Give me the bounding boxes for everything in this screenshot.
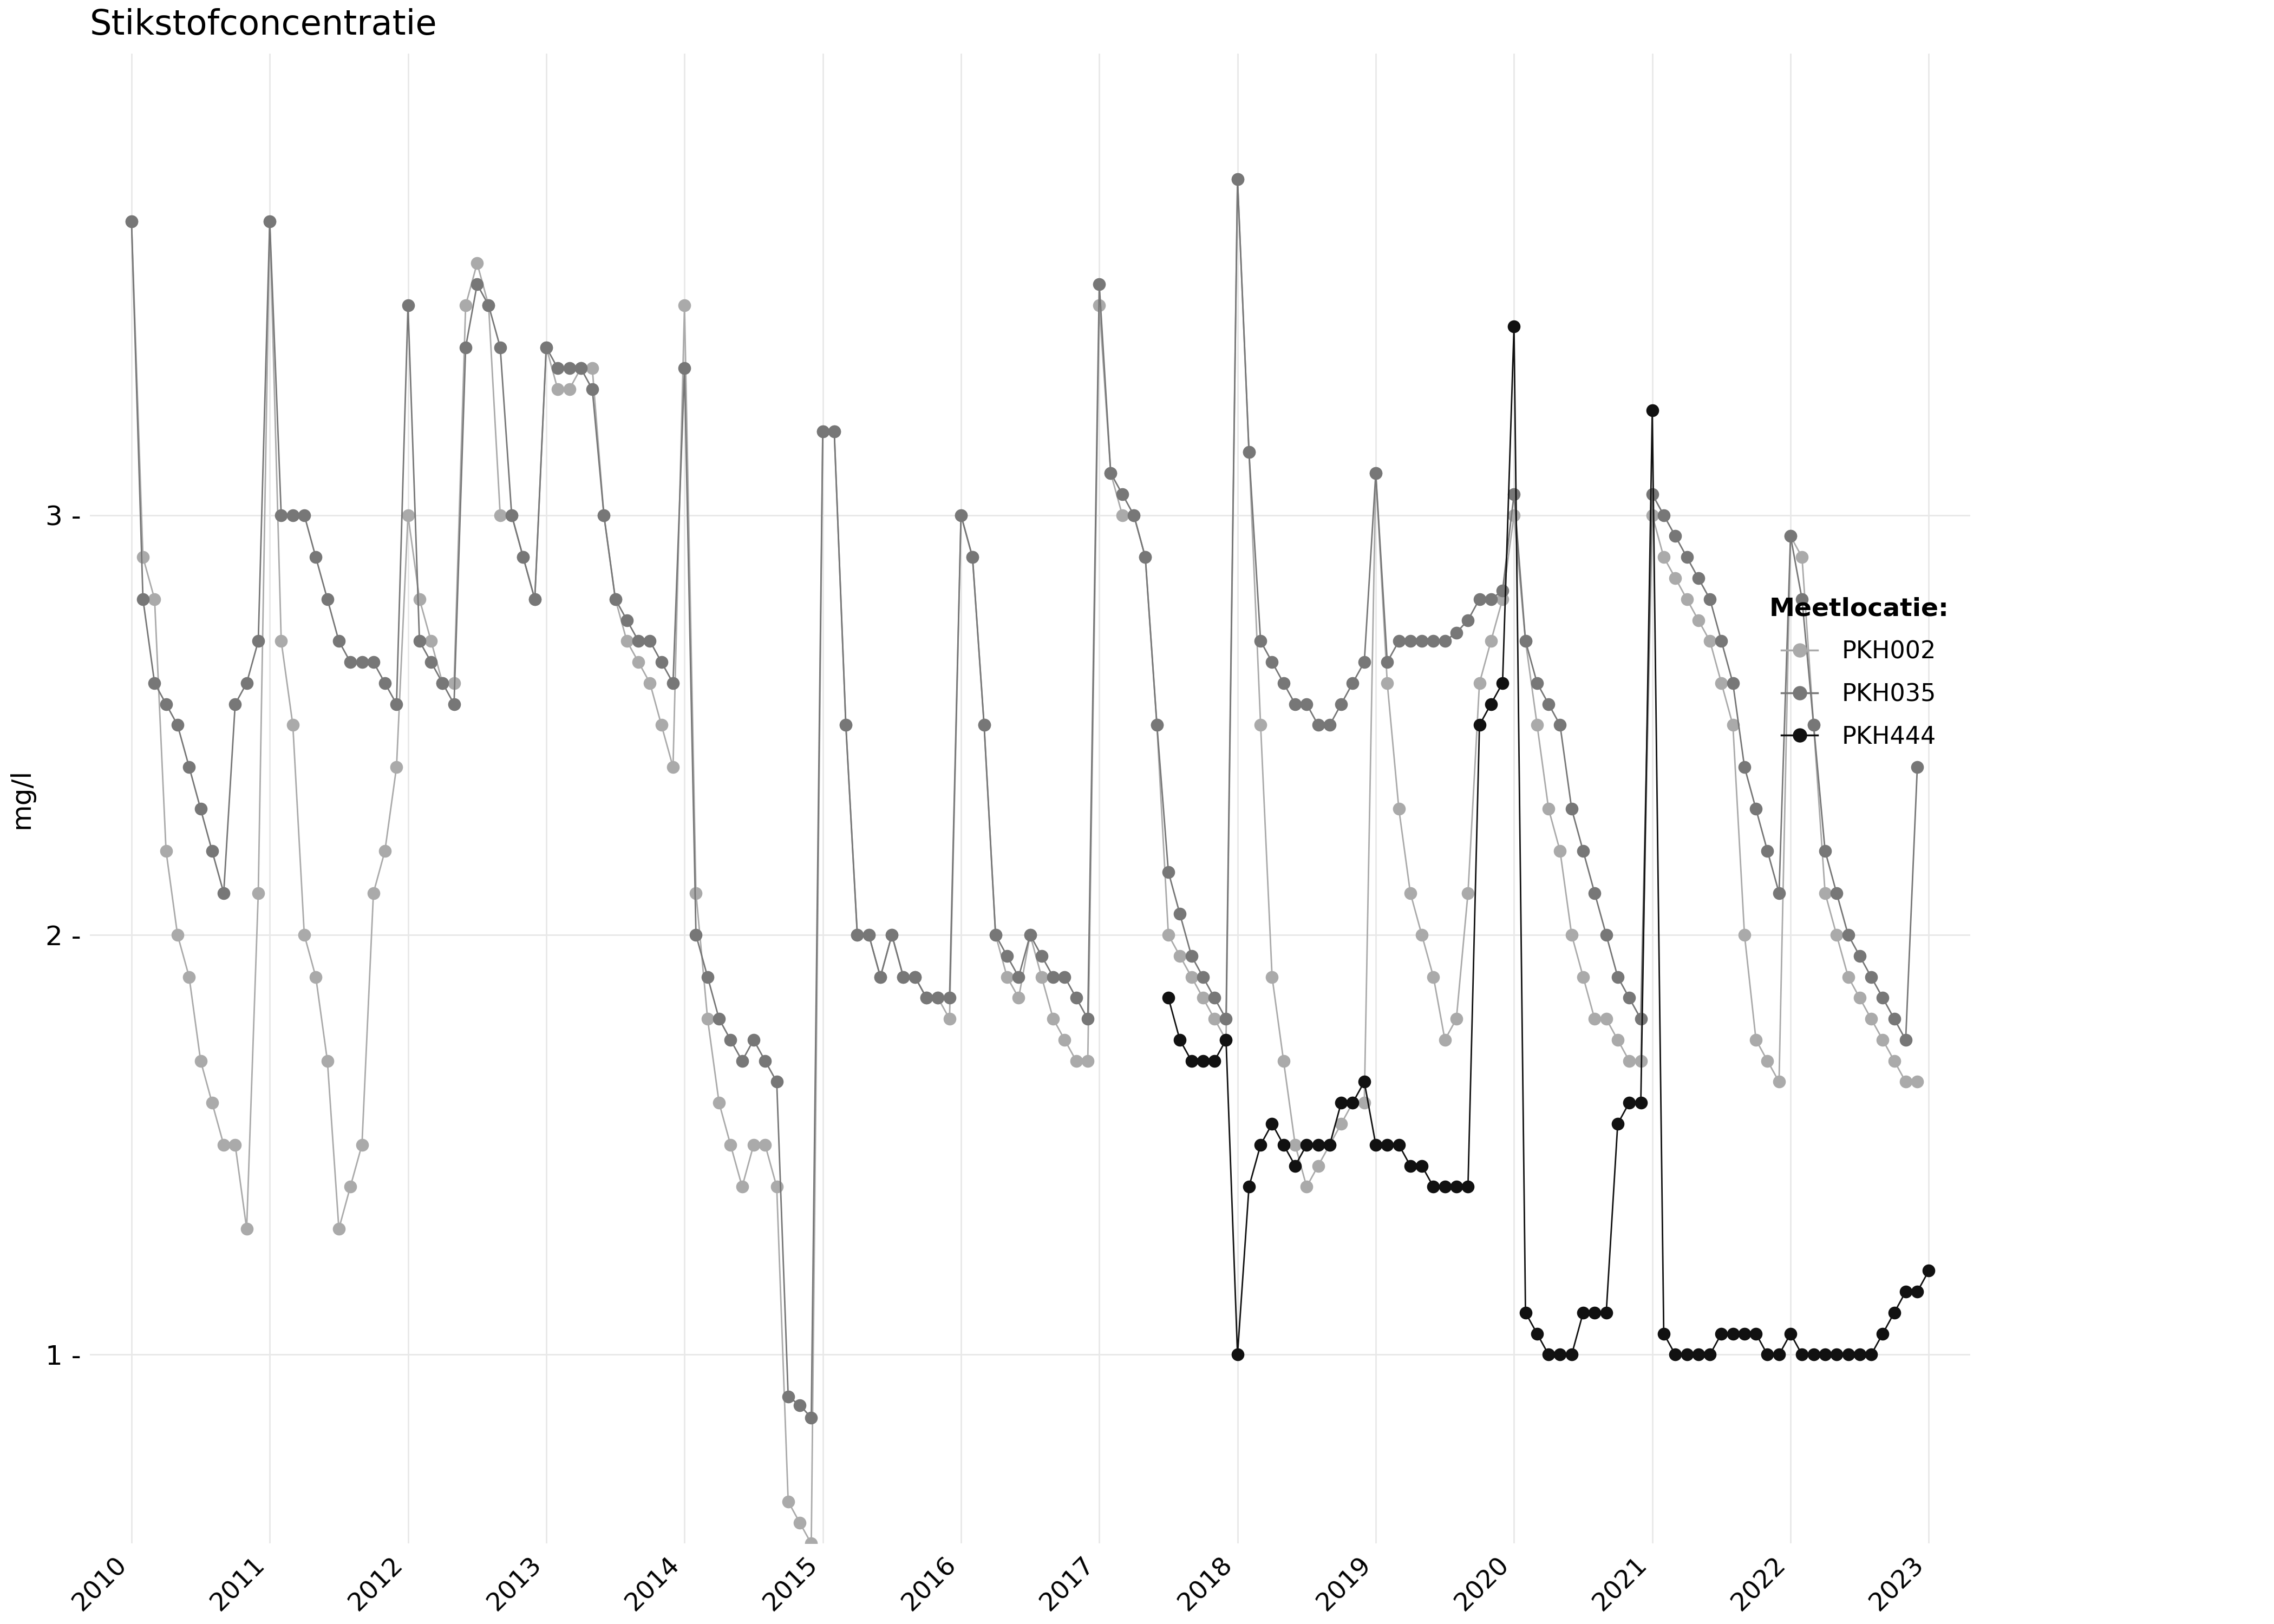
Text: Stikstofconcentratie: Stikstofconcentratie xyxy=(91,8,437,42)
Legend: PKH002, PKH035, PKH444: PKH002, PKH035, PKH444 xyxy=(1760,586,1958,758)
Y-axis label: mg/l: mg/l xyxy=(9,768,34,828)
